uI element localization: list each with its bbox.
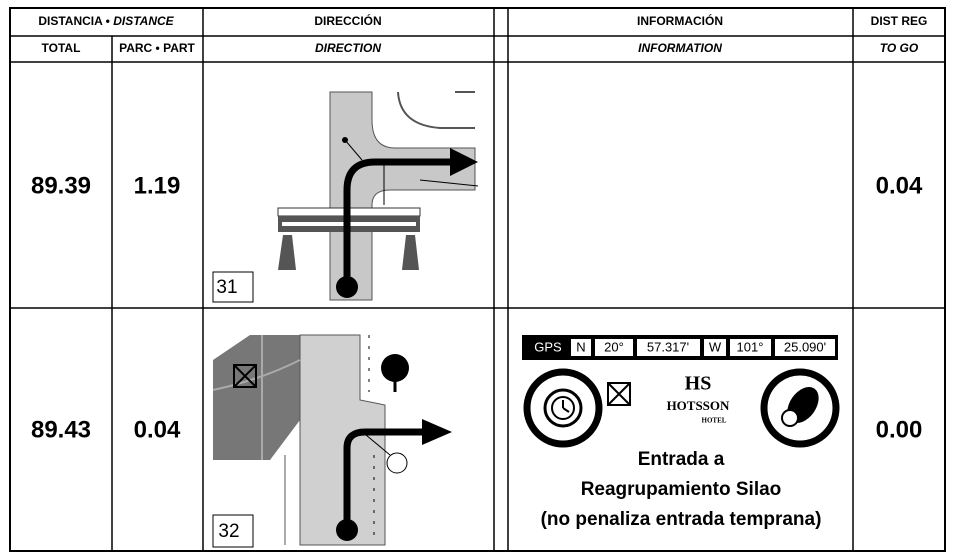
dist-reg: 0.04 (876, 172, 923, 199)
header-distance-en: DISTANCE (113, 14, 174, 28)
sub-to-go: TO GO (880, 41, 919, 55)
header-information: INFORMACIÓN (637, 13, 723, 28)
partial: 1.19 (134, 172, 181, 199)
box-number: 31 (216, 277, 237, 298)
table-grid (9, 7, 946, 552)
total: 89.39 (31, 172, 91, 199)
direction-diagram: 32 (212, 334, 452, 548)
gps-lon-min: 25.090' (784, 339, 826, 354)
dist-reg: 0.00 (876, 416, 923, 443)
sub-information: INFORMATION (638, 41, 722, 55)
info-line: Reagrupamiento Silao (581, 479, 782, 500)
hotel-logo: HS (685, 373, 712, 395)
header-direction: DIRECCIÓN (314, 13, 381, 28)
partial: 0.04 (134, 416, 181, 443)
sub-total: TOTAL (42, 41, 81, 55)
hotel-name: HOTSSON (667, 398, 730, 413)
gps-n: N (576, 339, 585, 354)
gps-label: GPS (534, 339, 562, 354)
direction-diagram: 31 (212, 91, 479, 303)
sub-direction: DIRECTION (315, 41, 381, 55)
information: GPS N 20° 57.317' W 101° 25.090' HS HOTS… (522, 335, 840, 530)
sub-partial: PARC • PART (119, 41, 195, 55)
gps-lon-deg: 101° (737, 339, 764, 354)
gps-lat-min: 57.317' (647, 339, 689, 354)
info-line: (no penaliza entrada temprana) (541, 509, 822, 530)
info-line: Entrada a (638, 449, 725, 470)
gps-w: W (709, 339, 722, 354)
total: 89.43 (31, 416, 91, 443)
header-distance-es: DISTANCIA • (38, 14, 110, 28)
header-dist-reg: DIST REG (871, 14, 928, 28)
header-distance: DISTANCIA • DISTANCE (38, 14, 174, 28)
hotel-kind: HOTEL (702, 417, 727, 425)
box-number: 32 (218, 521, 239, 542)
gps-lat-deg: 20° (604, 339, 624, 354)
